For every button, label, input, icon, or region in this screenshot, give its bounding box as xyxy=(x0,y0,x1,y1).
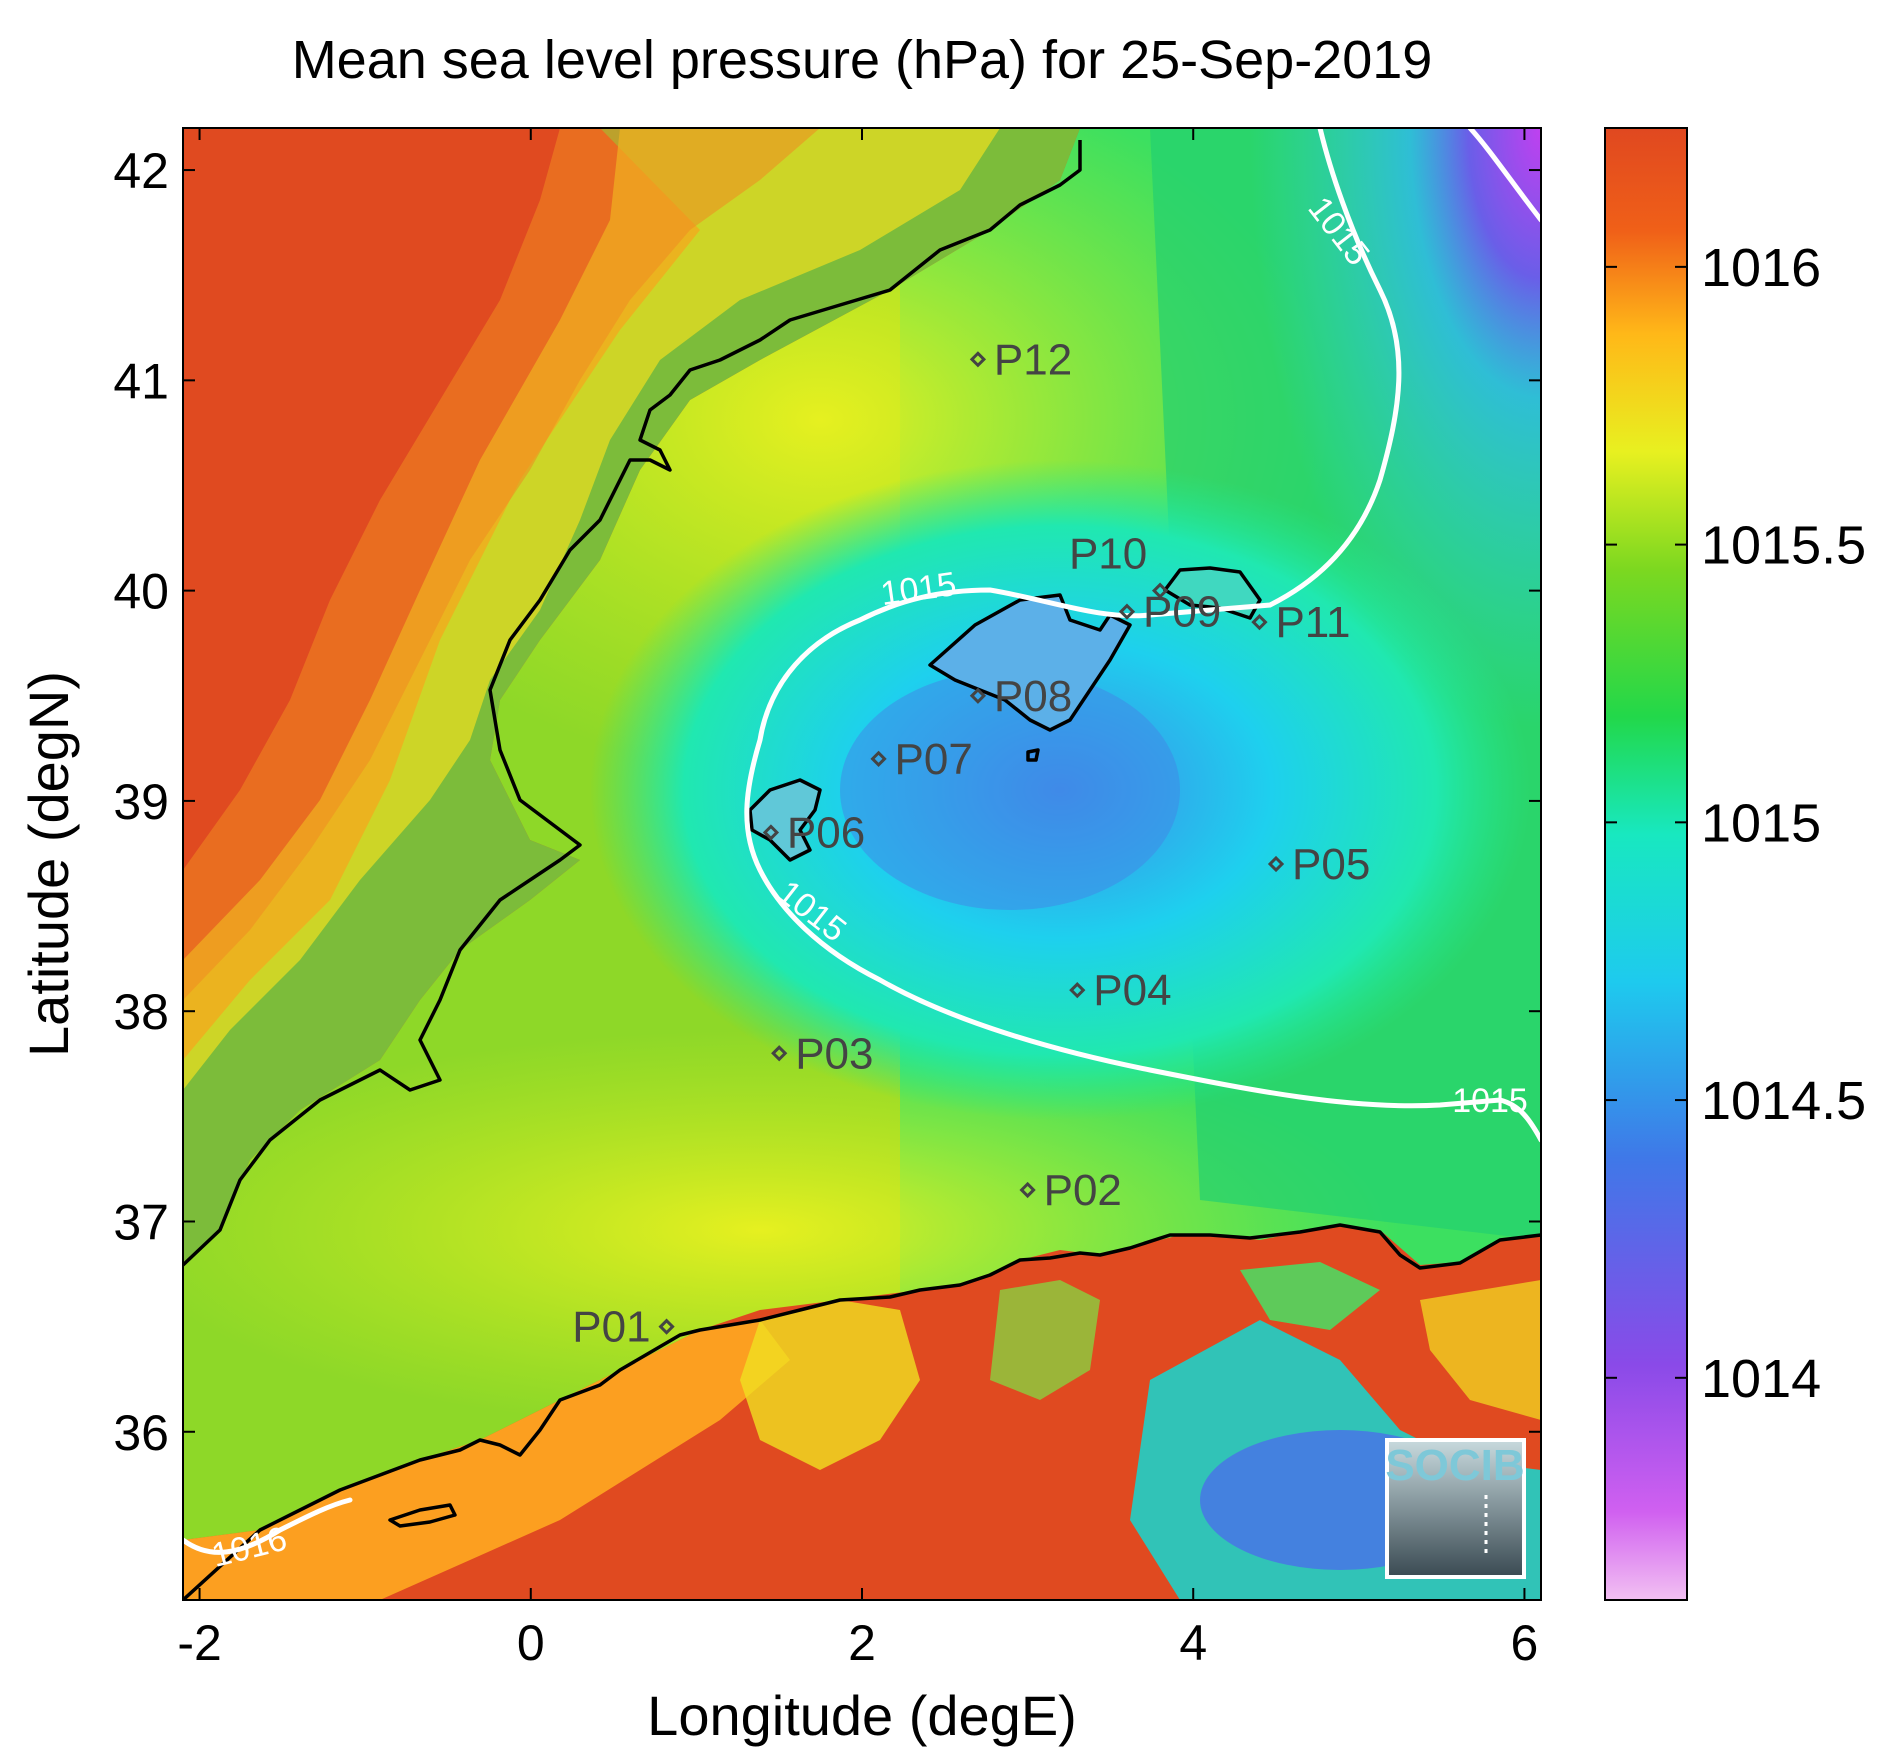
station-label: P03 xyxy=(795,1029,873,1078)
coastline-mallorca xyxy=(928,593,1132,732)
land-africa-green-patches-2 xyxy=(990,1280,1100,1400)
y-tick-label: 39 xyxy=(113,774,169,830)
station-label: P07 xyxy=(895,735,973,784)
socib-logo: SOCIB xyxy=(1385,1438,1526,1579)
station-diamond xyxy=(1019,1181,1036,1199)
x-tick-label: 2 xyxy=(848,1615,876,1671)
land-africa-green-east xyxy=(1240,1262,1380,1330)
y-axis-label: Latitude (degN) xyxy=(17,671,80,1057)
station-marker: P01 xyxy=(572,1303,675,1352)
x-tick-label: 4 xyxy=(1179,1615,1207,1671)
coastline-alboran-islet xyxy=(388,1503,457,1528)
coastline-ibiza xyxy=(748,778,822,862)
station-diamond xyxy=(771,1045,788,1062)
station-label: P12 xyxy=(994,335,1072,384)
logo-frame xyxy=(1385,1438,1526,1579)
isobar-1015-main xyxy=(744,128,1541,1143)
colorbar-ticks: 1014 1014.5 1015 1015.5 1016 xyxy=(1605,238,1866,1409)
island-ibiza xyxy=(750,780,820,860)
coastline-menorca xyxy=(1163,566,1262,620)
station-marker: P05 xyxy=(1267,840,1370,889)
station-label: P11 xyxy=(1275,598,1350,647)
station-marker: P04 xyxy=(1069,966,1172,1015)
low-pressure-core-inner xyxy=(840,670,1180,910)
isobar-1015-corner xyxy=(1467,128,1541,223)
x-tick-label: 0 xyxy=(517,1615,545,1671)
station-marker: P11 xyxy=(1251,598,1350,647)
station-label: P08 xyxy=(994,672,1072,721)
chart-title: Mean sea level pressure (hPa) for 25-Sep… xyxy=(292,30,1433,90)
y-tick-label: 41 xyxy=(113,353,169,409)
purple-corner xyxy=(1250,128,1541,728)
station-marker: P10 xyxy=(1069,530,1169,599)
station-marker: P06 xyxy=(762,808,865,857)
colorbar-tick-label: 1014.5 xyxy=(1701,1071,1866,1131)
station-label: P10 xyxy=(1069,530,1147,579)
y-tick-label: 42 xyxy=(113,143,169,199)
station-label: P05 xyxy=(1292,840,1370,889)
station-label: P01 xyxy=(572,1303,650,1352)
x-tick-label: -2 xyxy=(177,1615,221,1671)
x-axis: -2 0 2 4 6 xyxy=(177,128,1538,1671)
land-africa-green-patches xyxy=(740,1300,920,1470)
land-iberia-coastal-band xyxy=(183,128,1080,1265)
x-tick-label: 6 xyxy=(1511,1615,1539,1671)
station-label: P06 xyxy=(787,808,865,857)
coastline-cabrera xyxy=(1026,748,1040,762)
x-axis-label: Longitude (degE) xyxy=(647,1684,1077,1747)
isobar-label: 1015 xyxy=(1452,1082,1528,1120)
logo-text: SOCIB xyxy=(1385,1441,1524,1490)
coastlines xyxy=(183,140,1541,1600)
station-diamond xyxy=(1069,982,1086,999)
y-tick-label: 40 xyxy=(113,564,169,620)
land-africa-yellow-east xyxy=(1420,1280,1541,1420)
coastline-africa xyxy=(183,1223,1541,1600)
station-marker: P03 xyxy=(771,1029,873,1078)
station-diamond xyxy=(1267,855,1285,873)
station-label: P09 xyxy=(1143,588,1221,637)
station-label: P04 xyxy=(1093,966,1171,1015)
station-label: P02 xyxy=(1044,1166,1122,1215)
coastline-iberia xyxy=(183,140,1082,1267)
colorbar-gradient xyxy=(1604,127,1688,1601)
station-marker: P08 xyxy=(969,672,1072,721)
station-diamond xyxy=(969,351,987,368)
station-diamond xyxy=(870,750,887,767)
station-marker: P12 xyxy=(969,335,1072,384)
map-plot-area: 1015 1015 1015 1015 1016 P01P02P03P04P05… xyxy=(183,128,1541,1600)
island-mallorca xyxy=(930,595,1130,730)
isobar-1016 xyxy=(183,1497,353,1555)
colorbar-tick-label: 1015 xyxy=(1701,793,1821,853)
colorbar-tick-label: 1014 xyxy=(1701,1349,1821,1409)
isobars xyxy=(183,128,1541,1555)
station-diamond xyxy=(1151,582,1169,599)
station-diamond xyxy=(969,687,987,704)
y-tick-label: 36 xyxy=(113,1405,169,1461)
land-iberia-orange-band xyxy=(183,128,820,1000)
station-marker: P07 xyxy=(870,735,973,784)
y-axis: 36 37 38 39 40 41 42 xyxy=(113,143,1541,1461)
colorbar-tick-label: 1016 xyxy=(1701,238,1821,298)
station-diamond xyxy=(658,1318,675,1335)
y-tick-label: 38 xyxy=(113,984,169,1040)
station-markers: P01 P02 P03 P04 P05 P06 P07 P08 P09 P10 P11 P12 xyxy=(572,335,1370,1351)
station-marker: P02 xyxy=(1019,1166,1122,1215)
land-africa-yellow-patches xyxy=(183,1320,790,1600)
y-tick-label: 37 xyxy=(113,1194,169,1250)
station-diamond xyxy=(762,824,780,841)
station-diamond xyxy=(1118,603,1136,620)
colorbar-tick-label: 1015.5 xyxy=(1701,516,1866,576)
station-diamond xyxy=(1251,614,1268,631)
station-marker: P09 xyxy=(1118,588,1221,637)
colorbar: 1014 1014.5 1015 1015.5 1016 xyxy=(1604,127,1866,1601)
